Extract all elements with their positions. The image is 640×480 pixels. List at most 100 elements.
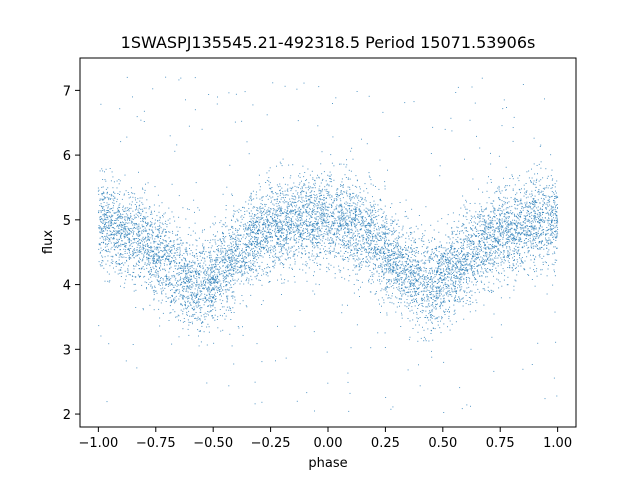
data-point (512, 234, 514, 236)
data-point (208, 289, 210, 291)
data-point (102, 191, 104, 193)
data-point (463, 274, 465, 276)
data-point (443, 294, 445, 296)
data-point (490, 222, 492, 224)
data-point (298, 241, 300, 243)
data-point (199, 330, 201, 332)
data-point (353, 243, 355, 244)
data-point (172, 245, 174, 247)
data-point (469, 263, 471, 265)
data-point (264, 239, 266, 241)
data-point (105, 263, 107, 265)
data-point (208, 94, 210, 95)
data-point (404, 216, 406, 218)
data-point (507, 224, 509, 226)
data-point (401, 251, 403, 253)
data-point (396, 247, 398, 249)
data-point (457, 236, 459, 238)
data-point (438, 265, 439, 267)
data-point (185, 260, 187, 262)
data-point (495, 239, 497, 241)
data-point (465, 267, 467, 269)
data-point (369, 270, 371, 271)
data-point (505, 185, 507, 187)
data-point (443, 256, 444, 258)
data-point (154, 287, 156, 288)
data-point (287, 188, 289, 190)
data-point (233, 257, 235, 259)
data-point (440, 298, 442, 300)
data-point (389, 259, 391, 261)
data-point (165, 244, 167, 246)
data-point (352, 221, 354, 223)
data-point (221, 306, 223, 308)
data-point (434, 286, 436, 288)
data-point (395, 261, 397, 263)
data-point (235, 240, 237, 242)
data-point (400, 256, 402, 258)
data-point (430, 254, 432, 256)
data-point (267, 220, 269, 222)
data-point (473, 255, 475, 257)
data-point (360, 225, 362, 227)
data-point (292, 231, 294, 233)
data-point (286, 217, 288, 218)
data-point (209, 282, 211, 284)
data-point (128, 232, 130, 234)
data-point (277, 210, 278, 212)
data-point (109, 265, 111, 267)
data-point (512, 178, 514, 180)
data-point (372, 220, 374, 222)
data-point (498, 248, 500, 250)
data-point (222, 275, 224, 277)
data-point (496, 223, 497, 225)
data-point (351, 244, 353, 246)
data-point (105, 243, 107, 245)
data-point (128, 241, 130, 243)
data-point (534, 264, 536, 266)
data-point (407, 292, 409, 294)
data-point (192, 230, 194, 232)
data-point (119, 272, 121, 274)
data-point (135, 262, 137, 264)
data-point (424, 297, 425, 299)
data-point (271, 187, 273, 188)
data-point (234, 221, 236, 223)
data-point (447, 248, 449, 250)
data-point (152, 232, 154, 234)
data-point (300, 236, 302, 238)
data-point (385, 286, 387, 288)
data-point (551, 211, 553, 213)
data-point (455, 234, 457, 236)
data-point (257, 231, 258, 232)
data-point (404, 261, 406, 263)
data-point (538, 232, 539, 234)
data-point (493, 283, 495, 285)
data-point (141, 197, 143, 199)
data-point (106, 196, 108, 198)
data-point (183, 271, 185, 273)
data-point (195, 268, 197, 270)
data-point (452, 233, 454, 235)
data-point (136, 264, 138, 265)
data-point (359, 186, 361, 188)
data-point (354, 245, 356, 247)
data-point (440, 255, 442, 256)
data-point (158, 246, 160, 248)
data-point (287, 243, 289, 245)
data-point (242, 265, 244, 267)
data-point (467, 264, 469, 266)
data-point (124, 229, 126, 231)
data-point (232, 260, 233, 262)
data-point (219, 257, 221, 259)
data-point (423, 276, 425, 278)
data-point (397, 248, 399, 250)
data-point (522, 84, 524, 85)
data-point (299, 224, 301, 226)
data-point (118, 232, 120, 234)
data-point (269, 224, 271, 226)
data-point (499, 228, 500, 230)
data-point (489, 258, 491, 260)
data-point (281, 282, 283, 284)
data-point (466, 280, 467, 282)
